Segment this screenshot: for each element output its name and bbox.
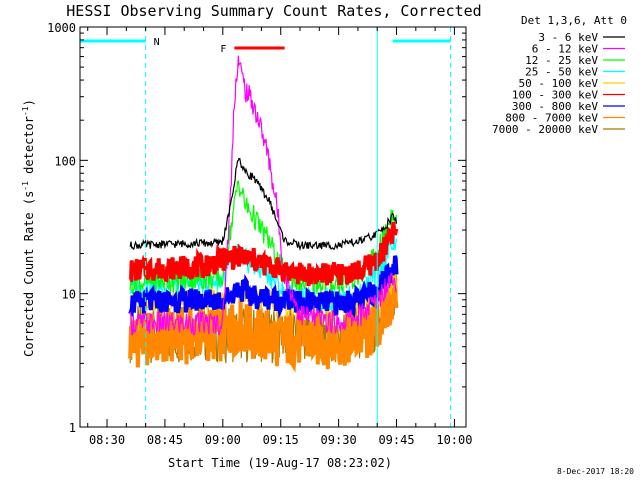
series-traces — [128, 55, 399, 373]
legend-label: 12 - 25 keV — [525, 54, 598, 67]
y-tick-label: 1000 — [47, 21, 76, 35]
y-tick-label: 100 — [54, 154, 76, 168]
x-tick-label: 09:45 — [378, 433, 414, 447]
legend-label: 300 - 800 keV — [512, 100, 598, 113]
x-tick-label: 10:00 — [436, 433, 472, 447]
chart-title: HESSI Observing Summary Count Rates, Cor… — [66, 2, 481, 20]
legend-label: 100 - 300 keV — [512, 89, 598, 102]
x-tick-label: 09:15 — [263, 433, 299, 447]
x-tick-label: 08:30 — [89, 433, 125, 447]
x-axis-label: Start Time (19-Aug-17 08:23:02) — [168, 456, 392, 470]
y-axis-label: Corrected Count Rate (s-1 detector-1) — [21, 99, 36, 357]
flare-flag-label: F — [220, 44, 226, 55]
series-line-800-7000-kev — [128, 265, 399, 373]
x-tick-label: 09:00 — [205, 433, 241, 447]
legend-label: 7000 - 20000 keV — [492, 123, 598, 136]
series-line-100-300-kev — [129, 222, 399, 287]
y-tick-label: 10 — [62, 288, 76, 302]
legend-title: Det 1,3,6, Att 0 — [521, 14, 627, 27]
series-line-6-12-kev — [129, 55, 398, 336]
y-tick-label: 1 — [69, 421, 76, 435]
legend-label: 800 - 7000 keV — [505, 112, 598, 125]
plot-frame — [79, 26, 467, 428]
timestamp: 8-Dec-2017 18:20 — [557, 467, 634, 476]
x-tick-label: 09:30 — [321, 433, 357, 447]
night-flag-label: N — [154, 37, 160, 48]
y-axis-ticks: 1 10 100 1000 — [47, 21, 466, 435]
x-tick-label: 08:45 — [147, 433, 183, 447]
legend-label: 3 - 6 keV — [538, 31, 598, 44]
x-axis-ticks: 08:30 08:45 09:00 09:15 09:30 09:45 10:00 — [87, 27, 472, 447]
series-line-300-800-kev — [128, 255, 399, 319]
legend-label: 25 - 50 keV — [525, 66, 598, 79]
legend-label: 6 - 12 keV — [532, 43, 599, 56]
legend-label: 50 - 100 keV — [519, 77, 599, 90]
series-line-3-6-kev — [129, 157, 398, 252]
